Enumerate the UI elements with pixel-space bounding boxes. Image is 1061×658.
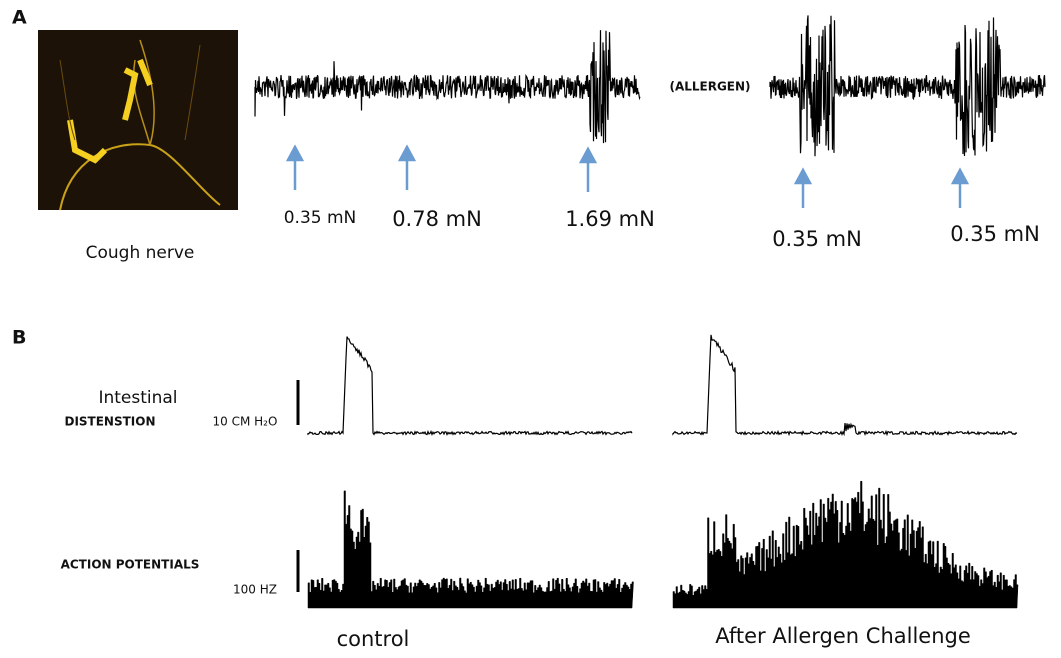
image-caption: Cough nerve: [86, 243, 195, 263]
nerve-image: [38, 30, 238, 211]
stimulus-arrows: [285, 144, 970, 208]
pressure-trace: [672, 334, 1018, 437]
row-label: ACTION POTENTIALS: [61, 558, 200, 572]
spike-histogram: [307, 490, 634, 609]
scale-label: 10 CM H₂O: [213, 415, 278, 429]
panel-label: B: [12, 327, 26, 349]
stimulus-label: 0.35 mN: [284, 208, 357, 228]
stimulus-label: 0.78 mN: [392, 207, 482, 231]
nerve-recording: [254, 30, 641, 144]
caption: After Allergen Challenge: [715, 624, 971, 648]
scale-label: 100 HZ: [233, 583, 277, 597]
spike-histogram: [672, 480, 1019, 609]
stimulus-label: 0.35 mN: [950, 222, 1040, 246]
nerve-recording: [769, 15, 1046, 157]
stimulus-label: 1.69 mN: [565, 207, 655, 231]
row-label: Intestinal: [98, 388, 177, 408]
row-label: DISTENSTION: [64, 415, 155, 429]
stimulus-label: 0.35 mN: [772, 227, 862, 251]
caption: control: [337, 627, 410, 651]
panel-label: A: [12, 7, 27, 29]
pressure-trace: [307, 336, 633, 437]
condition-label: (ALLERGEN): [669, 80, 750, 94]
